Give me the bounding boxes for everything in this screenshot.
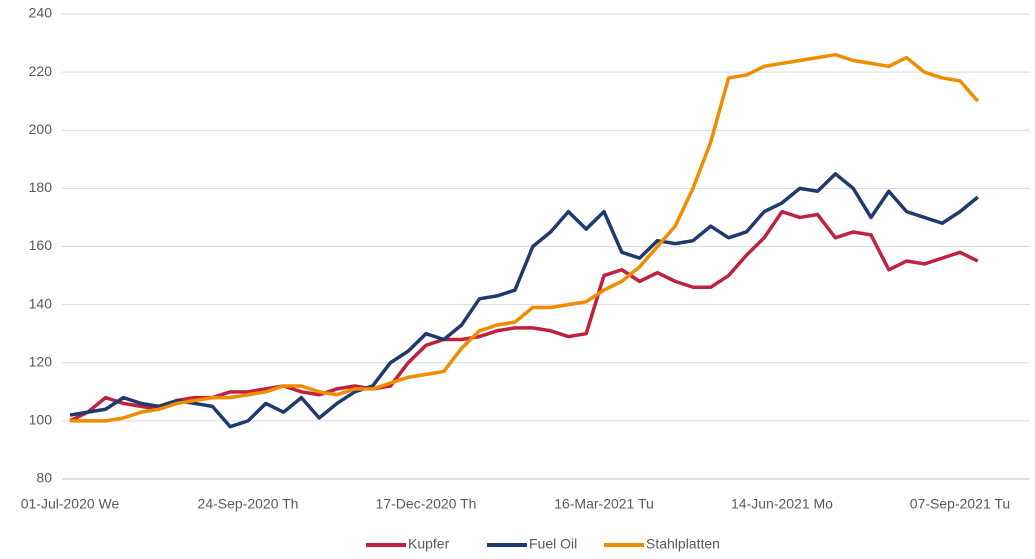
y-tick-label: 120 [29,353,53,369]
x-tick-label: 07-Sep-2021 Tu [910,496,1010,512]
x-tick-label: 01-Jul-2020 We [21,496,120,512]
y-tick-label: 160 [29,237,53,253]
y-tick-label: 240 [29,5,53,21]
y-tick-label: 180 [29,179,53,195]
y-tick-label: 220 [29,63,53,79]
legend-label: Kupfer [408,536,450,552]
y-tick-label: 200 [29,121,53,137]
y-tick-label: 140 [29,295,53,311]
x-tick-label: 24-Sep-2020 Th [198,496,299,512]
y-tick-label: 80 [36,470,52,486]
series-line [69,209,979,423]
x-tick-label: 14-Jun-2021 Mo [731,496,833,512]
x-tick-label: 16-Mar-2021 Tu [554,496,654,512]
series-line [70,52,980,423]
x-tick-label: 17-Dec-2020 Th [376,496,477,512]
series-line [69,172,979,429]
legend-label: Stahlplatten [646,536,720,552]
legend-label: Fuel Oil [529,536,577,552]
y-tick-label: 100 [29,412,53,428]
